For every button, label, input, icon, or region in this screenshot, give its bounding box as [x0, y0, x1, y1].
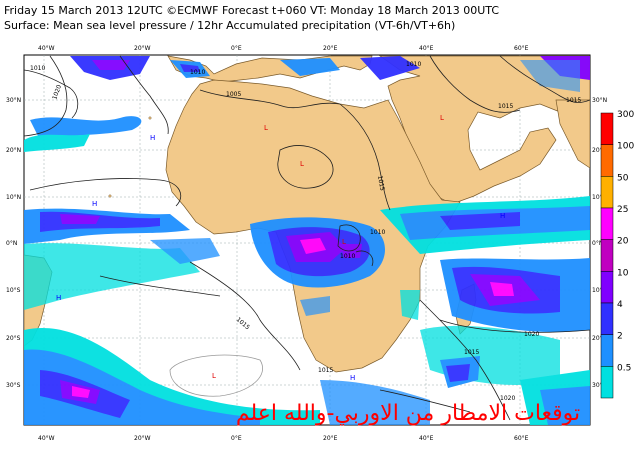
low-pressure-marker: L: [264, 124, 268, 132]
legend-label: 50: [617, 173, 629, 183]
legend-label: 100: [617, 142, 634, 152]
legend-color-swatch: [600, 176, 614, 209]
legend-color-swatch: [600, 207, 614, 240]
lat-label: 30°S: [6, 382, 21, 389]
lat-label: 0°N: [6, 240, 17, 247]
longitude-labels-bottom: 40°W 20°W 0°E 20°E 40°E 60°E: [38, 435, 529, 442]
lat-label: 0°N: [592, 240, 603, 247]
isobar-label: 1010: [190, 69, 205, 76]
longitude-labels-top: 40°W 20°W 0°E 20°E 40°E 60°E: [38, 45, 529, 52]
lat-label: 30°N: [592, 97, 607, 104]
legend-color-swatch: [600, 271, 614, 304]
legend-label: 20: [617, 237, 629, 247]
legend-color-swatch: [600, 302, 614, 335]
legend-label: 2: [617, 332, 623, 342]
high-pressure-marker: H: [92, 200, 97, 208]
isobar-label: 1015: [464, 349, 479, 356]
legend-color-swatch: [600, 334, 614, 367]
lon-label: 0°E: [231, 435, 242, 442]
latitude-labels-left: 30°N 20°N 10°N 0°N 10°S 20°S 30°S: [6, 97, 21, 389]
lat-label: 30°N: [6, 97, 21, 104]
lat-label: 10°N: [6, 194, 21, 201]
map-title-line-1: Friday 15 March 2013 12UTC ©ECMWF Foreca…: [4, 4, 500, 17]
latitude-labels-right: 30°N 20°N 10°N 0°N 10°S 20°S 30°S: [592, 97, 607, 389]
isobar-label: 1010: [340, 253, 355, 260]
isobar-label: 1010: [406, 61, 421, 68]
lat-label: 10°N: [592, 194, 607, 201]
isobar-label: 1015: [318, 367, 333, 374]
lon-label: 20°E: [323, 435, 338, 442]
isobar-label: 1020: [524, 331, 539, 338]
legend-color-swatch: [600, 144, 614, 177]
low-pressure-marker: L: [440, 114, 444, 122]
lon-label: 40°W: [38, 45, 55, 52]
lon-label: 40°E: [419, 435, 434, 442]
legend-color-swatch: [600, 366, 614, 399]
low-pressure-marker: L: [300, 160, 304, 168]
lat-label: 30°S: [592, 382, 607, 389]
isobar-label: 1020: [500, 395, 515, 402]
high-pressure-marker: H: [56, 294, 61, 302]
isobar-label: 1015: [566, 97, 581, 104]
lon-label: 20°W: [134, 45, 151, 52]
high-pressure-marker: H: [500, 212, 505, 220]
map-title-line-2: Surface: Mean sea level pressure / 12hr …: [4, 19, 456, 32]
high-pressure-marker: H: [150, 134, 155, 142]
lat-label: 20°S: [592, 335, 607, 342]
precipitation-field: [24, 56, 590, 425]
lat-label: 10°S: [592, 287, 607, 294]
lat-label: 20°S: [6, 335, 21, 342]
lon-label: 40°W: [38, 435, 55, 442]
isobar-label: 1020: [51, 84, 63, 101]
legend-label: 10: [617, 268, 629, 278]
legend-label: 4: [617, 300, 623, 310]
pressure-centers: H H L L L L H H L H: [56, 114, 505, 382]
high-pressure-marker: H: [350, 374, 355, 382]
low-pressure-marker: L: [212, 372, 216, 380]
isobar-label: 1005: [226, 91, 241, 98]
isobars: [24, 55, 590, 421]
precipitation-legend: 300 100 50 25 20 10 4 2 0.5: [600, 110, 634, 399]
land-india: [555, 99, 590, 169]
pressure-outline: [169, 354, 263, 397]
legend-label: 0.5: [617, 363, 631, 373]
isobar-label: 1010: [30, 65, 45, 72]
lon-label: 20°W: [134, 435, 151, 442]
low-pressure-marker: L: [342, 238, 346, 246]
legend-color-swatch: [600, 239, 614, 272]
lon-label: 60°E: [514, 45, 529, 52]
arabic-overlay-text: توقعات الامطار من الاوربي-والله اعلم: [236, 401, 580, 426]
lat-label: 20°N: [592, 147, 607, 154]
lat-label: 10°S: [6, 287, 21, 294]
isobar-label: 1015: [498, 103, 513, 110]
land-middle-east: [378, 55, 590, 205]
lon-label: 40°E: [419, 45, 434, 52]
isobar-label: 1010: [370, 229, 385, 236]
legend-label: 25: [617, 205, 628, 215]
lon-label: 0°E: [231, 45, 242, 52]
isobar-label: 1015: [376, 175, 386, 191]
legend-label: 300: [617, 110, 634, 120]
lat-label: 20°N: [6, 147, 21, 154]
legend-color-swatch: [600, 112, 614, 145]
lon-label: 60°E: [514, 435, 529, 442]
lon-label: 20°E: [323, 45, 338, 52]
